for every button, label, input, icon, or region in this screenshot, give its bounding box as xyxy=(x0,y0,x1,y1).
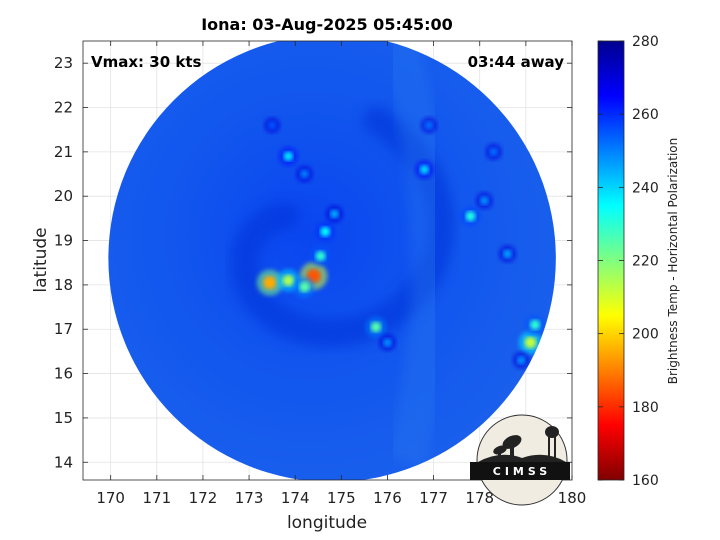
colorbar-tick-label: 220 xyxy=(632,254,659,270)
x-tick-label: 174 xyxy=(281,489,310,507)
colorbar-tick-label: 180 xyxy=(632,400,659,416)
x-axis-label: longitude xyxy=(287,513,367,533)
y-tick-label: 22 xyxy=(54,99,73,117)
convective-features xyxy=(256,116,546,369)
feature-core xyxy=(320,226,331,237)
x-tick-label: 171 xyxy=(142,489,171,507)
x-tick-label: 177 xyxy=(419,489,448,507)
cimss-logo: CIMSS xyxy=(470,414,570,506)
x-tick-label: 176 xyxy=(373,489,402,507)
y-tick-label: 14 xyxy=(54,453,73,471)
colorbar-label: Brightness Temp - Horizontal Polarizatio… xyxy=(666,138,680,385)
x-tick-label: 180 xyxy=(558,489,587,507)
feature-core xyxy=(268,121,277,130)
chart-title: Iona: 03-Aug-2025 05:45:00 xyxy=(201,15,453,34)
microwave-swath xyxy=(108,41,556,480)
feature-core xyxy=(300,169,309,179)
logo-text: CIMSS xyxy=(493,465,551,478)
feature-core xyxy=(419,164,430,175)
feature-core xyxy=(530,319,541,330)
x-tick-label: 178 xyxy=(465,489,494,507)
time-away-annotation: 03:44 away xyxy=(468,53,565,71)
x-tick-label: 173 xyxy=(235,489,264,507)
colorbar-tick-label: 240 xyxy=(632,180,659,196)
feature-core xyxy=(480,196,489,205)
feature-core xyxy=(383,338,392,347)
axes-frame xyxy=(82,40,573,481)
colorbar-ticks: 160 180 200 220 240 260 280 xyxy=(598,34,659,489)
colorbar-tick-label: 280 xyxy=(632,34,659,50)
light-band xyxy=(377,41,452,468)
y-tick-label: 18 xyxy=(54,276,73,294)
y-tick-label: 16 xyxy=(54,365,73,383)
y-tick-label: 17 xyxy=(54,320,73,338)
y-tick-label: 23 xyxy=(54,54,73,72)
x-tick-label: 172 xyxy=(189,489,218,507)
feature-core xyxy=(282,274,294,287)
x-tick-label: 170 xyxy=(96,489,125,507)
feature-core xyxy=(524,336,537,349)
colorbar-tick-label: 160 xyxy=(632,473,659,489)
y-axis-ticks: 14 15 16 17 18 19 20 21 22 23 xyxy=(54,54,572,471)
feature-core xyxy=(424,121,434,130)
x-tick-label: 175 xyxy=(327,489,356,507)
feature-core xyxy=(283,151,294,162)
colorbar-tick-label: 260 xyxy=(632,107,659,123)
swath-layer xyxy=(108,41,556,480)
y-axis-label: latitude xyxy=(31,227,51,292)
feature-core xyxy=(489,147,498,157)
feature-core xyxy=(315,250,326,262)
feature-core xyxy=(516,355,526,365)
y-tick-label: 19 xyxy=(54,232,73,250)
feature-core xyxy=(299,281,310,293)
feature-core xyxy=(465,211,476,222)
feature-core xyxy=(370,321,382,333)
swath-detail xyxy=(230,41,546,468)
vmax-annotation: Vmax: 30 kts xyxy=(91,53,201,71)
y-tick-label: 20 xyxy=(54,187,73,205)
feature-core xyxy=(263,276,277,290)
colorbar-tick-label: 200 xyxy=(632,327,659,343)
feature-core xyxy=(502,249,512,259)
y-tick-label: 15 xyxy=(54,409,73,427)
y-tick-label: 21 xyxy=(54,143,73,161)
feature-core xyxy=(329,209,339,219)
